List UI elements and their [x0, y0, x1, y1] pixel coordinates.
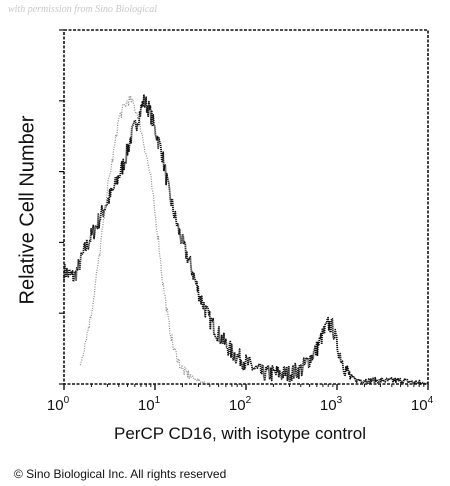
x-tick-label-0: 100 — [47, 395, 70, 414]
watermark: with permission from Sino Biological — [8, 4, 158, 15]
copyright-notice: © Sino Biological Inc. All rights reserv… — [14, 467, 227, 481]
histogram-plot: 100 101 102 103 104 — [47, 29, 434, 414]
series-layer — [63, 93, 429, 385]
x-tick-label-3: 103 — [320, 395, 343, 414]
series-2 — [79, 95, 211, 385]
x-tick-label-1: 101 — [138, 395, 161, 414]
series-1-line — [63, 93, 429, 385]
plot-border — [63, 29, 429, 385]
series-1 — [63, 93, 429, 385]
series-2-line — [79, 95, 211, 385]
y-axis-label: Relative Cell Number — [16, 115, 39, 305]
plot-frame — [63, 29, 429, 385]
x-axis-label: PerCP CD16, with isotype control — [114, 424, 366, 443]
x-tick-label-4: 104 — [411, 395, 434, 414]
ticks-layer: 100 101 102 103 104 — [47, 29, 434, 414]
x-tick-label-2: 102 — [229, 395, 252, 414]
